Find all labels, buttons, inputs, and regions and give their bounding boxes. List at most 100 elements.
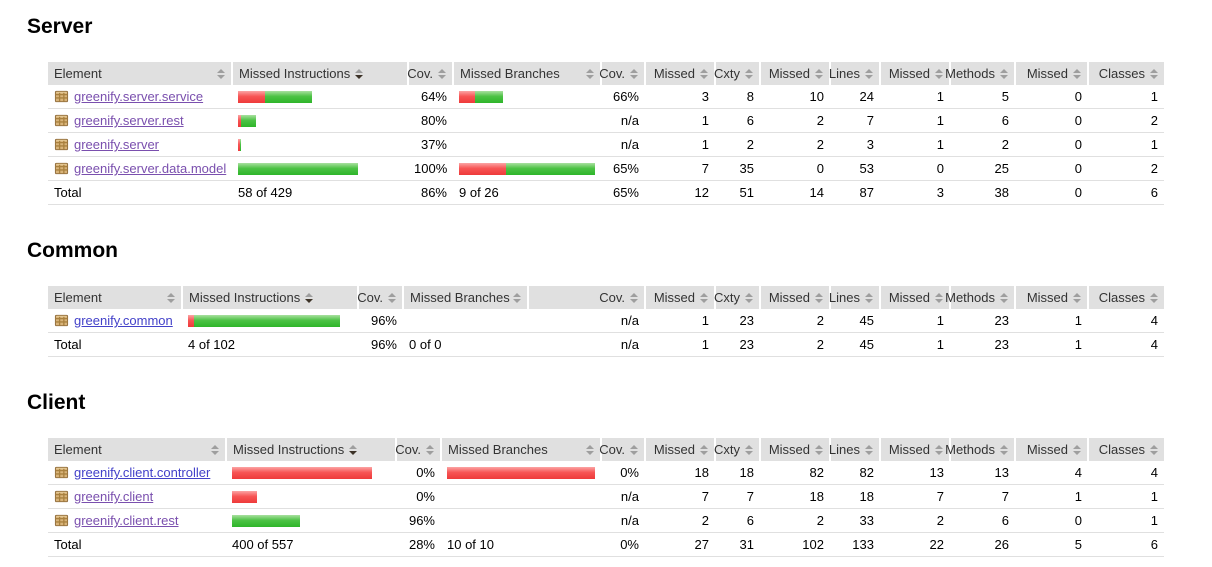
- total-missed-cxty-cell: 27: [645, 532, 715, 557]
- col-header-missed-classes[interactable]: Missed: [1015, 62, 1089, 85]
- col-header-missed-lines[interactable]: Missed: [760, 286, 831, 309]
- coverage-bar: [459, 90, 595, 103]
- col-header-label: Classes: [1098, 66, 1145, 81]
- branches-bar-cell: [441, 461, 601, 485]
- branches-bar-cell: [453, 85, 601, 109]
- sort-icon: [388, 292, 396, 303]
- col-header-label: Missed Branches: [410, 290, 510, 305]
- package-link[interactable]: greenify.common: [74, 313, 173, 328]
- col-header-missed-lines[interactable]: Missed: [760, 62, 831, 85]
- col-header-methods[interactable]: Methods: [945, 286, 1016, 309]
- col-header-element[interactable]: Element: [48, 286, 183, 309]
- col-header-cxty[interactable]: Cxty: [714, 62, 761, 85]
- table-row: greenify.server.service 64% 66% 3 8 10 2…: [48, 85, 1164, 109]
- missed-methods-cell: 1: [880, 85, 950, 109]
- coverage-bar: [232, 514, 390, 527]
- col-header-label: Missed: [768, 442, 810, 457]
- col-header-missed-methods[interactable]: Missed: [880, 438, 951, 461]
- col-header-lines[interactable]: Lines: [829, 438, 881, 461]
- package-link[interactable]: greenify.client: [74, 489, 154, 504]
- coverage-bar: [459, 162, 595, 175]
- bar-covered-segment: [475, 90, 503, 103]
- col-header-classes[interactable]: Classes: [1088, 438, 1164, 461]
- col-header-missed-classes[interactable]: Missed: [1015, 286, 1089, 309]
- sort-icon: [630, 68, 638, 79]
- total-branches-cov-cell: n/a: [528, 332, 645, 357]
- col-header-label: Missed: [888, 442, 930, 457]
- col-header-methods[interactable]: Methods: [945, 62, 1016, 85]
- col-header-label: Methods: [945, 442, 995, 457]
- col-header-missed-cxty[interactable]: Missed: [645, 286, 716, 309]
- col-header-label: Cov.: [395, 442, 421, 457]
- package-link[interactable]: greenify.client.controller: [74, 465, 211, 480]
- sort-icon: [745, 292, 753, 303]
- col-header-label: Cov.: [599, 290, 625, 305]
- col-header-instructions-cov[interactable]: Cov.: [407, 62, 454, 85]
- bar-missed-segment: [459, 162, 507, 175]
- instructions-cov-cell: 96%: [358, 309, 403, 333]
- package-link[interactable]: greenify.server.rest: [74, 113, 184, 128]
- missed-cxty-cell: 2: [645, 508, 715, 533]
- col-header-missed-cxty[interactable]: Missed: [645, 438, 716, 461]
- missed-lines-cell: 2: [760, 508, 830, 533]
- col-header-missed-instructions[interactable]: Missed Instructions: [232, 62, 409, 85]
- col-header-classes[interactable]: Classes: [1088, 286, 1164, 309]
- package-icon: [54, 137, 69, 152]
- total-cxty-cell: 51: [715, 180, 760, 205]
- package-link[interactable]: greenify.server.data.model: [74, 161, 227, 176]
- coverage-bar: [459, 139, 595, 151]
- bar-covered-segment: [238, 162, 358, 175]
- col-header-label: Cov.: [357, 290, 383, 305]
- col-header-label: Cxty: [714, 290, 740, 305]
- instructions-bar-cell: [232, 85, 408, 109]
- col-header-missed-methods[interactable]: Missed: [880, 286, 951, 309]
- sort-icon: [1000, 68, 1008, 79]
- coverage-table-client: Element Missed Instructions Cov. Missed …: [48, 438, 1164, 557]
- branches-bar-cell: [441, 508, 601, 533]
- col-header-branches-cov[interactable]: Cov.: [528, 286, 646, 309]
- bar-missed-segment: [188, 314, 194, 327]
- package-icon: [54, 313, 69, 328]
- col-header-missed-lines[interactable]: Missed: [760, 438, 831, 461]
- col-header-missed-branches[interactable]: Missed Branches: [441, 438, 602, 461]
- col-header-branches-cov[interactable]: Cov.: [599, 438, 646, 461]
- col-header-missed-classes[interactable]: Missed: [1015, 438, 1089, 461]
- col-header-element[interactable]: Element: [48, 62, 233, 85]
- branches-bar-cell: [453, 132, 601, 157]
- col-header-missed-cxty[interactable]: Missed: [645, 62, 716, 85]
- package-link[interactable]: greenify.client.rest: [74, 513, 179, 528]
- missed-methods-cell: 0: [880, 156, 950, 181]
- methods-cell: 13: [950, 461, 1015, 485]
- coverage-table-server: Element Missed Instructions Cov. Missed …: [48, 62, 1164, 205]
- col-header-missed-methods[interactable]: Missed: [880, 62, 951, 85]
- lines-cell: 3: [830, 132, 880, 157]
- total-branches-cov-cell: 65%: [601, 180, 645, 205]
- coverage-bar: [459, 115, 595, 127]
- package-link[interactable]: greenify.server: [74, 137, 160, 152]
- col-header-instructions-cov[interactable]: Cov.: [395, 438, 442, 461]
- col-header-lines[interactable]: Lines: [829, 286, 881, 309]
- col-header-element[interactable]: Element: [48, 438, 227, 461]
- col-header-lines[interactable]: Lines: [829, 62, 881, 85]
- col-header-classes[interactable]: Classes: [1088, 62, 1164, 85]
- col-header-branches-cov[interactable]: Cov.: [599, 62, 646, 85]
- missed-cxty-cell: 1: [645, 309, 715, 333]
- bar-covered-segment: [506, 162, 595, 175]
- col-header-methods[interactable]: Methods: [945, 438, 1016, 461]
- col-header-cxty[interactable]: Cxty: [714, 438, 761, 461]
- total-missed-methods-cell: 1: [880, 332, 950, 357]
- package-link[interactable]: greenify.server.service: [74, 89, 204, 104]
- package-icon: [54, 489, 69, 504]
- col-header-missed-instructions[interactable]: Missed Instructions: [182, 286, 359, 309]
- cxty-cell: 6: [715, 108, 760, 133]
- col-header-missed-instructions[interactable]: Missed Instructions: [226, 438, 397, 461]
- col-header-missed-branches[interactable]: Missed Branches: [403, 286, 529, 309]
- col-header-missed-branches[interactable]: Missed Branches: [453, 62, 602, 85]
- total-label-cell: Total: [48, 180, 232, 205]
- col-header-label: Cov.: [599, 442, 625, 457]
- col-header-instructions-cov[interactable]: Cov.: [357, 286, 404, 309]
- methods-cell: 25: [950, 156, 1015, 181]
- col-header-cxty[interactable]: Cxty: [714, 286, 761, 309]
- col-header-label: Missed: [653, 290, 695, 305]
- classes-cell: 1: [1088, 85, 1164, 109]
